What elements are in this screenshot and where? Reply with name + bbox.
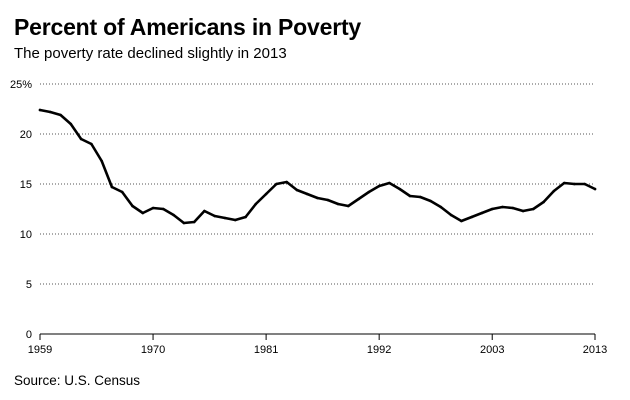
data-point-1997 [429, 199, 432, 203]
data-point-1966 [110, 185, 114, 189]
data-point-1959 [38, 108, 42, 112]
data-point-1965 [100, 159, 103, 163]
y-tick-label-20: 20 [20, 129, 32, 141]
data-point-1962 [69, 122, 73, 126]
data-point-2011 [573, 182, 576, 186]
data-point-1989 [347, 204, 350, 208]
x-tick-label-2013: 2013 [583, 344, 607, 356]
chart-subtitle: The poverty rate declined slightly in 20… [14, 45, 287, 62]
y-tick-labels: 0 5 10 15 20 25% [10, 79, 32, 341]
y-tick-label-25: 25% [10, 79, 32, 91]
data-point-1979 [244, 215, 247, 219]
data-point-1976 [213, 214, 216, 218]
x-tick-label-1992: 1992 [367, 344, 391, 356]
data-point-1963 [79, 137, 83, 141]
y-tick-label-15: 15 [20, 179, 32, 191]
data-point-1993 [388, 181, 391, 185]
data-point-1977 [223, 216, 227, 220]
x-tick-label-1981: 1981 [254, 344, 278, 356]
data-point-1984 [295, 188, 299, 192]
data-point-1998 [439, 205, 443, 209]
data-point-1985 [305, 192, 309, 196]
data-point-1990 [357, 197, 360, 201]
x-tick-label-1959: 1959 [28, 344, 52, 356]
x-axis: 1959 1970 1981 1992 2003 2013 [28, 333, 607, 356]
data-point-1987 [326, 198, 330, 202]
x-tick-label-1970: 1970 [141, 344, 165, 356]
series-line-poverty-rate [38, 108, 597, 225]
data-point-2009 [552, 189, 556, 193]
data-point-1981 [264, 192, 268, 196]
data-point-1960 [49, 110, 52, 114]
data-point-1988 [336, 202, 340, 206]
chart-title: Percent of Americans in Poverty [14, 14, 362, 40]
data-point-2010 [562, 181, 566, 185]
data-point-1970 [151, 206, 155, 210]
data-point-2013 [593, 187, 597, 191]
source-note: Source: U.S. Census [14, 373, 141, 388]
data-point-1980 [254, 202, 258, 206]
data-point-2005 [511, 206, 515, 210]
data-point-1972 [172, 213, 175, 217]
data-point-1982 [275, 182, 278, 186]
data-point-2003 [490, 207, 494, 211]
data-point-1983 [285, 180, 289, 184]
data-point-2008 [542, 200, 545, 204]
data-point-1992 [377, 184, 381, 188]
data-point-1978 [234, 218, 237, 222]
data-point-1967 [120, 190, 124, 194]
y-tick-label-0: 0 [26, 329, 32, 341]
data-point-1968 [131, 204, 134, 208]
data-point-1999 [449, 213, 453, 217]
data-point-1991 [367, 190, 371, 194]
data-point-1971 [162, 207, 165, 211]
data-point-1964 [90, 142, 93, 146]
data-point-1974 [192, 220, 196, 224]
data-point-1975 [203, 209, 206, 213]
data-point-1994 [398, 187, 402, 191]
data-point-2001 [470, 215, 474, 219]
data-point-2004 [501, 205, 504, 209]
data-point-2007 [532, 207, 535, 211]
data-point-1986 [316, 196, 319, 200]
x-tick-label-2003: 2003 [480, 344, 504, 356]
y-gridlines [40, 83, 595, 285]
data-point-2012 [583, 182, 586, 186]
data-point-1995 [408, 194, 412, 198]
data-series [38, 108, 597, 225]
y-tick-label-10: 10 [20, 229, 32, 241]
data-point-2000 [460, 219, 463, 223]
data-point-1996 [419, 195, 422, 199]
y-tick-label-5: 5 [26, 279, 32, 291]
data-point-1973 [182, 221, 186, 225]
data-point-1961 [59, 113, 62, 117]
data-point-2002 [480, 211, 484, 215]
data-point-1969 [141, 211, 145, 215]
data-point-2006 [521, 209, 525, 213]
